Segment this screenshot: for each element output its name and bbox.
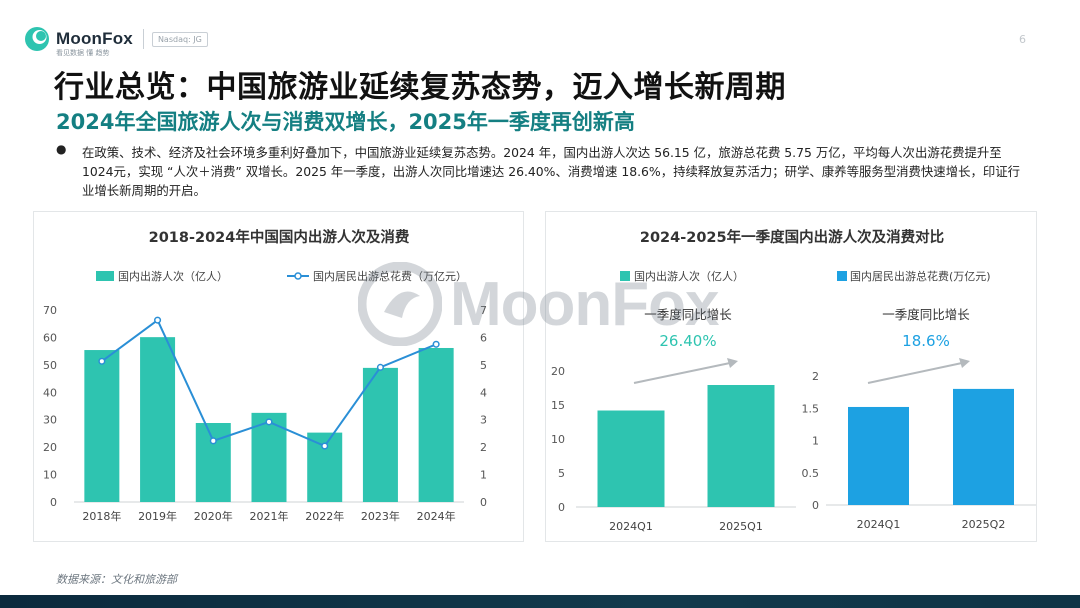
x-tick-label: 2021年 [250, 509, 289, 523]
y-right-tick-label: 7 [480, 304, 487, 317]
bar-visits [362, 367, 398, 502]
x-tick-label: 2024年 [417, 509, 456, 523]
y-tick-label: 0.5 [802, 467, 820, 480]
growth-arrow-icon [867, 358, 970, 384]
x-tick-label: 2025Q2 [962, 518, 1006, 531]
x-tick-label: 2022年 [305, 509, 344, 523]
y-right-tick-label: 5 [480, 359, 487, 372]
y-left-tick-label: 10 [43, 469, 57, 482]
y-left-tick-label: 30 [43, 414, 57, 427]
x-tick-label: 2023年 [361, 509, 400, 523]
bar-visits [195, 423, 231, 502]
footer-bar [0, 595, 1080, 608]
right-chart-panel: 2024-2025年一季度国内出游人次及消费对比 国内出游人次（亿人） 国内居民… [545, 211, 1037, 542]
chart-title: 2018-2024年中国国内出游人次及消费 [149, 228, 410, 246]
y-tick-label: 20 [551, 365, 565, 378]
y-tick-label: 2 [812, 370, 819, 383]
x-tick-label: 2018年 [82, 509, 121, 523]
y-right-tick-label: 2 [480, 441, 487, 454]
summary-paragraph: 在政策、技术、经济及社会环境多重利好叠加下，中国旅游业延续复苏态势。2024 年… [82, 145, 1021, 198]
y-left-tick-label: 70 [43, 304, 57, 317]
line-spending-point [376, 363, 384, 371]
legend-line-label: 国内居民出游总花费（万亿元） [313, 269, 467, 283]
legend-visits-swatch [620, 271, 630, 281]
y-left-tick-label: 20 [43, 441, 57, 454]
line-spending-point [209, 437, 217, 445]
x-tick-label: 2025Q1 [719, 520, 763, 533]
growth-value-visits: 26.40% [659, 332, 716, 350]
moonfox-logo-icon [25, 27, 49, 51]
y-left-tick-label: 50 [43, 359, 57, 372]
y-tick-label: 0 [812, 499, 819, 512]
x-tick-label: 2024Q1 [857, 518, 901, 531]
y-tick-label: 5 [558, 467, 565, 480]
bullet-dot-icon: ● [56, 142, 67, 156]
y-left-tick-label: 40 [43, 386, 57, 399]
brand-name: MoonFox [56, 29, 133, 48]
growth-label-spend: 一季度同比增长 [882, 307, 970, 322]
line-spending-point [265, 418, 273, 426]
y-tick-label: 15 [551, 399, 565, 412]
legend-bar-label: 国内出游人次（亿人） [118, 269, 228, 283]
logo-divider [142, 29, 144, 49]
y-tick-label: 1 [812, 435, 819, 448]
growth-value-spend: 18.6% [902, 332, 950, 350]
line-spending-point [432, 340, 440, 348]
page-title: 行业总览：中国旅游业延续复苏态势，迈入增长新周期 [54, 70, 786, 105]
x-tick-label: 2024Q1 [609, 520, 653, 533]
line-spending-point [321, 442, 329, 450]
y-right-tick-label: 3 [480, 414, 487, 427]
legend-spend-swatch [837, 271, 847, 281]
line-spending-point [98, 357, 106, 365]
y-right-tick-label: 6 [480, 331, 487, 344]
y-tick-label: 1.5 [802, 402, 820, 415]
y-tick-label: 0 [558, 501, 565, 514]
bar-visits [84, 350, 120, 502]
comparison-bar [707, 385, 775, 507]
brand-logo: MoonFox 看见数据 懂 趋势 Nasdaq: JG [24, 26, 208, 57]
brand-tagline: 看见数据 懂 趋势 [56, 49, 110, 57]
y-left-tick-label: 60 [43, 331, 57, 344]
y-left-tick-label: 0 [50, 496, 57, 509]
line-spending-point [154, 316, 162, 324]
legend-bar-swatch [96, 271, 114, 281]
legend-line-marker [294, 272, 302, 280]
legend-visits-label: 国内出游人次（亿人） [634, 269, 744, 283]
source-note: 数据来源：文化和旅游部 [56, 573, 177, 586]
y-right-tick-label: 1 [480, 469, 487, 482]
growth-label-visits: 一季度同比增长 [644, 307, 732, 322]
legend-spend-label: 国内居民出游总花费(万亿元) [850, 269, 991, 283]
page-number: 6 [1019, 33, 1026, 46]
ticker-badge: Nasdaq: JG [151, 31, 208, 47]
annual-travel-chart: 2018-2024年中国国内出游人次及消费 国内出游人次（亿人） 国内居民出游总… [43, 228, 487, 523]
comparison-bar [597, 410, 665, 507]
page-subtitle: 2024年全国旅游人次与消费双增长，2025年一季度再创新高 [56, 110, 635, 134]
comparison-bar [953, 388, 1014, 505]
bar-visits [140, 337, 176, 502]
bar-visits [418, 347, 454, 502]
y-right-tick-label: 4 [480, 386, 487, 399]
y-tick-label: 10 [551, 433, 565, 446]
comparison-bar [848, 406, 909, 505]
q1-comparison-chart: 2024-2025年一季度国内出游人次及消费对比 国内出游人次（亿人） 国内居民… [551, 228, 1036, 533]
growth-arrow-icon [633, 358, 738, 384]
x-tick-label: 2020年 [194, 509, 233, 523]
y-right-tick-label: 0 [480, 496, 487, 509]
left-chart-panel: 2018-2024年中国国内出游人次及消费 国内出游人次（亿人） 国内居民出游总… [33, 211, 524, 542]
chart-title: 2024-2025年一季度国内出游人次及消费对比 [640, 228, 944, 246]
x-tick-label: 2019年 [138, 509, 177, 523]
